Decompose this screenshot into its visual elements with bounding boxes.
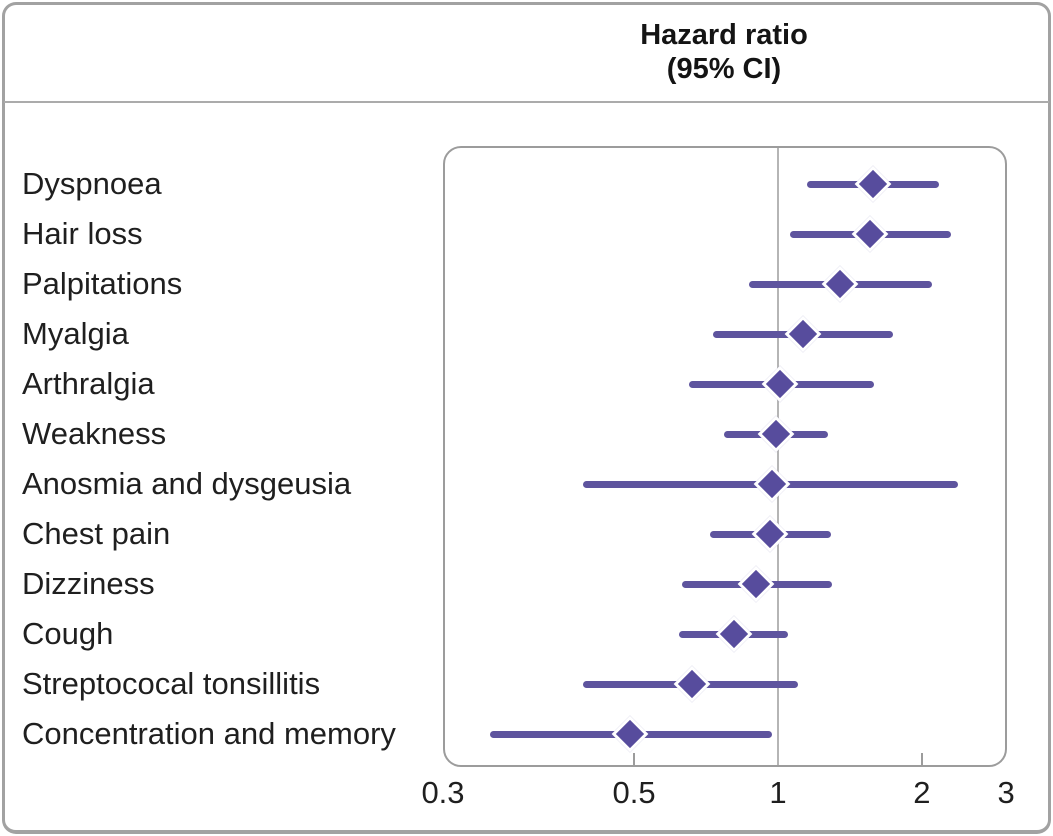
hazard-ratio-diamond-marker bbox=[715, 615, 753, 653]
category-label: Anosmia and dysgeusia bbox=[22, 466, 352, 501]
hazard-ratio-diamond-marker bbox=[757, 415, 795, 453]
category-label: Arthralgia bbox=[22, 366, 155, 401]
x-axis-tick-label: 1 bbox=[769, 775, 787, 810]
category-label: Myalgia bbox=[22, 316, 129, 351]
category-label: Weakness bbox=[22, 416, 167, 451]
plot-header: Hazard ratio (95% CI) bbox=[524, 18, 924, 86]
category-label: Chest pain bbox=[22, 516, 171, 551]
hazard-ratio-diamond-marker bbox=[753, 465, 791, 503]
reference-line-hr1 bbox=[777, 146, 779, 767]
hazard-ratio-diamond-marker bbox=[761, 365, 799, 403]
x-axis-tick-label: 0.5 bbox=[612, 775, 656, 810]
hazard-ratio-diamond-marker bbox=[673, 665, 711, 703]
hazard-ratio-diamond-marker bbox=[611, 715, 649, 753]
header-divider bbox=[4, 101, 1049, 103]
category-label: Streptococal tonsillitis bbox=[22, 666, 321, 701]
x-axis-tick-mark bbox=[920, 753, 923, 765]
plot-panel-border bbox=[443, 146, 1007, 767]
category-label: Hair loss bbox=[22, 216, 143, 251]
category-label: Concentration and memory bbox=[22, 716, 396, 751]
hazard-ratio-diamond-marker bbox=[821, 265, 859, 303]
hazard-ratio-diamond-marker bbox=[737, 565, 775, 603]
hazard-ratio-diamond-marker bbox=[854, 165, 892, 203]
hazard-ratio-diamond-marker bbox=[751, 515, 788, 553]
plot-panel bbox=[443, 146, 1007, 767]
x-axis-tick-label: 2 bbox=[913, 775, 931, 810]
category-label: Palpitations bbox=[22, 266, 183, 301]
x-axis-tick-label: 3 bbox=[997, 775, 1015, 810]
header-title-line1: Hazard ratio bbox=[640, 19, 808, 51]
category-label: Dizziness bbox=[22, 566, 155, 601]
category-label: Dyspnoea bbox=[22, 166, 162, 201]
hazard-ratio-diamond-marker bbox=[851, 215, 889, 253]
x-axis-tick-label: 0.3 bbox=[421, 775, 465, 810]
x-axis-tick-mark bbox=[633, 753, 636, 765]
category-label: Cough bbox=[22, 616, 114, 651]
header-title-line2: (95% CI) bbox=[666, 53, 782, 85]
hazard-ratio-diamond-marker bbox=[784, 315, 822, 353]
